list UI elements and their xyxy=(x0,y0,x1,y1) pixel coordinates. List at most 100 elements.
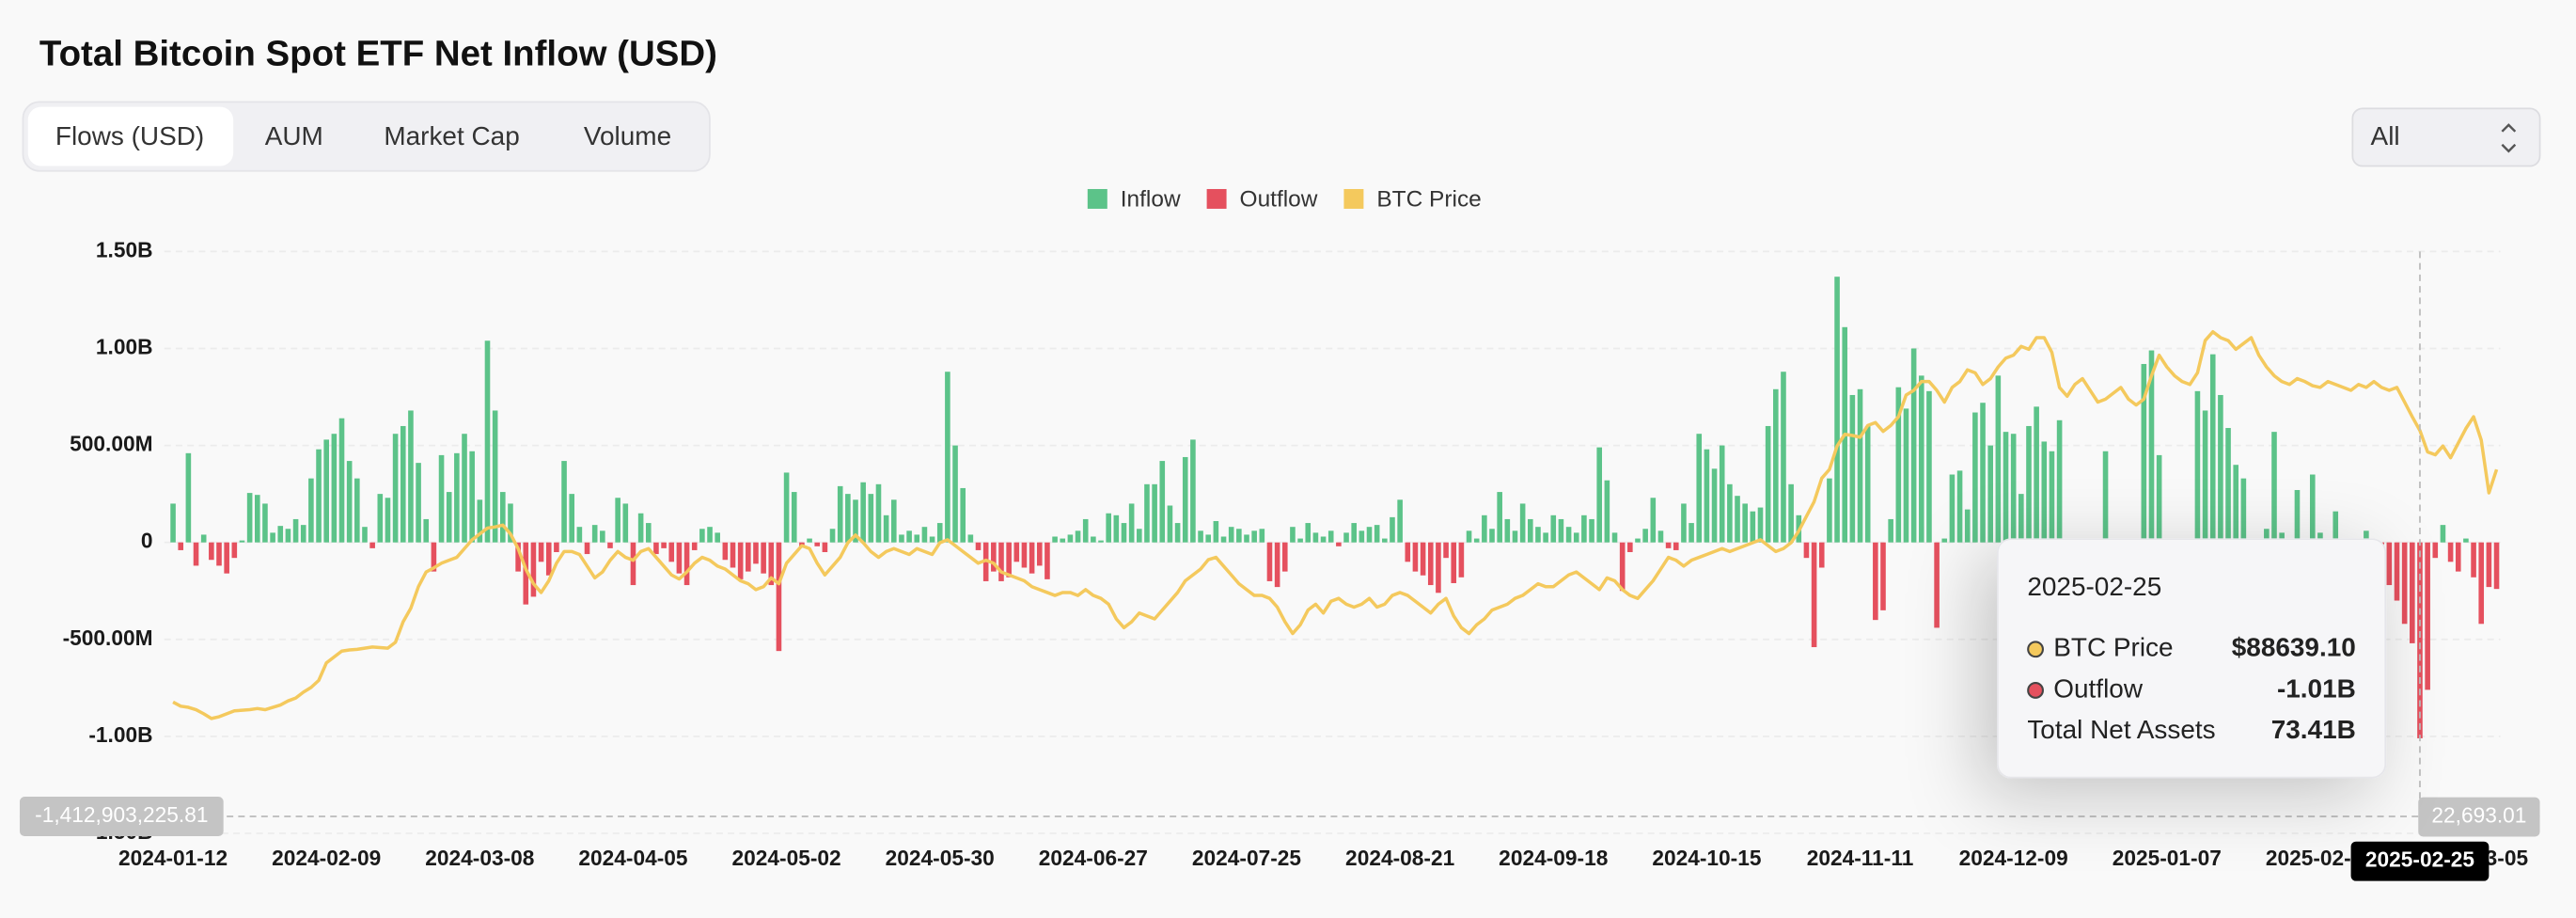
bar xyxy=(630,542,636,586)
bar xyxy=(231,542,238,559)
bar xyxy=(1888,518,1893,543)
crosshair-date-label: 2025-02-25 xyxy=(2365,847,2474,872)
legend-label[interactable]: Outflow xyxy=(1240,187,1318,213)
bar xyxy=(1021,542,1028,568)
bar xyxy=(2041,441,2048,543)
bar xyxy=(438,454,445,543)
bar xyxy=(2271,432,2277,543)
bar xyxy=(2056,419,2063,543)
bar xyxy=(1297,538,1303,543)
bar xyxy=(1327,530,1334,543)
range-select-label[interactable]: All xyxy=(2371,121,2400,150)
bar xyxy=(554,542,559,552)
range-select[interactable] xyxy=(2351,107,2541,167)
bar xyxy=(2333,511,2339,543)
bar xyxy=(1956,470,1963,543)
bar xyxy=(1013,542,1020,562)
bar xyxy=(316,449,322,543)
x-tick-label: 2025-01-07 xyxy=(2113,846,2222,870)
bar xyxy=(1489,529,1495,543)
bar xyxy=(753,542,759,564)
bar xyxy=(1045,542,1050,579)
bar xyxy=(1735,496,1740,543)
bar xyxy=(1060,538,1066,543)
bar xyxy=(622,503,629,543)
bar xyxy=(1711,468,1718,543)
tab[interactable]: Flows (USD) xyxy=(55,121,204,150)
bar xyxy=(761,542,766,574)
bar xyxy=(1558,518,1564,543)
bar xyxy=(416,463,421,543)
legend-label[interactable]: Inflow xyxy=(1121,187,1181,213)
legend-swatch xyxy=(1087,188,1107,209)
bar xyxy=(1611,532,1618,543)
tab[interactable]: AUM xyxy=(265,121,323,150)
bar xyxy=(385,498,391,543)
bar xyxy=(1750,511,1756,543)
bar xyxy=(1589,518,1594,543)
bar xyxy=(2026,425,2032,543)
bar xyxy=(998,542,1004,581)
x-tick-label: 2024-04-05 xyxy=(578,846,687,870)
bar xyxy=(1864,425,1871,543)
bar xyxy=(1903,408,1909,543)
bar xyxy=(1343,532,1349,543)
bar xyxy=(2049,451,2055,543)
bar xyxy=(1504,518,1511,543)
bar xyxy=(209,542,214,561)
bar xyxy=(1082,518,1089,543)
bar xyxy=(2279,532,2285,543)
bar xyxy=(1167,505,1173,543)
bar xyxy=(1696,434,1703,543)
bar xyxy=(1205,534,1212,543)
bar xyxy=(1596,447,1603,543)
y-tick-label: 1.00B xyxy=(96,334,153,358)
bar xyxy=(492,410,498,543)
bar xyxy=(2102,451,2109,543)
bar xyxy=(1918,375,1924,543)
bar xyxy=(1128,503,1135,543)
bar xyxy=(2294,490,2301,543)
bar xyxy=(477,499,483,543)
tab[interactable]: Volume xyxy=(584,121,671,150)
bar xyxy=(1351,523,1357,543)
bar xyxy=(676,542,683,574)
bar xyxy=(308,478,314,543)
bar xyxy=(323,439,329,543)
bar xyxy=(1091,536,1096,543)
bar xyxy=(538,542,544,562)
bar xyxy=(1673,542,1679,550)
bar xyxy=(2141,363,2147,543)
bar xyxy=(1689,523,1694,543)
bar xyxy=(776,542,782,652)
bar xyxy=(1635,538,1641,543)
bar xyxy=(270,532,275,543)
bar xyxy=(960,487,966,543)
bar xyxy=(392,434,399,543)
bar xyxy=(500,492,506,543)
bar xyxy=(1228,527,1234,543)
bar xyxy=(2233,465,2239,543)
bar xyxy=(1443,542,1449,559)
bar xyxy=(730,542,736,568)
bar xyxy=(1811,542,1817,648)
bar xyxy=(400,425,406,543)
tab[interactable]: Market Cap xyxy=(384,121,519,150)
bar xyxy=(369,542,375,548)
bar xyxy=(515,542,521,572)
bar xyxy=(929,536,935,543)
bar xyxy=(1075,530,1081,543)
bar xyxy=(193,542,199,566)
bar xyxy=(1543,532,1548,543)
bar xyxy=(1995,375,2002,543)
bar xyxy=(1427,542,1434,586)
x-tick-label: 2024-02-09 xyxy=(272,846,381,870)
bar xyxy=(1980,403,1986,543)
bar xyxy=(246,493,253,543)
bar xyxy=(1159,461,1166,543)
bar xyxy=(822,542,828,552)
bar xyxy=(2417,542,2423,738)
bar xyxy=(1704,449,1710,543)
bar xyxy=(216,542,222,566)
legend-label[interactable]: BTC Price xyxy=(1376,187,1481,213)
